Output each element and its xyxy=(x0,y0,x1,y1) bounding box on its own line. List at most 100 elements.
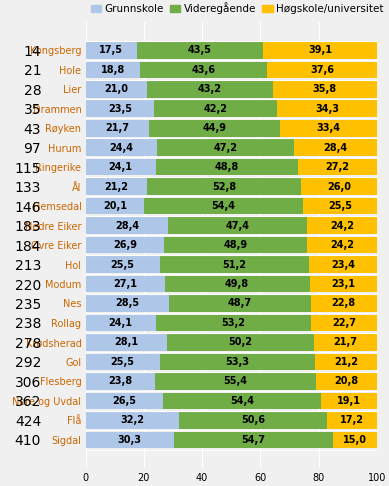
Bar xyxy=(277,101,377,117)
Bar xyxy=(86,412,179,429)
Text: 26,9: 26,9 xyxy=(113,240,137,250)
Bar xyxy=(86,276,165,292)
Text: 23,1: 23,1 xyxy=(331,279,356,289)
Text: 54,7: 54,7 xyxy=(242,435,266,445)
Bar xyxy=(298,159,377,175)
Bar xyxy=(310,276,377,292)
Text: 24,4: 24,4 xyxy=(109,143,133,153)
Text: 53,2: 53,2 xyxy=(221,318,245,328)
Bar xyxy=(86,237,164,253)
Text: 32,2: 32,2 xyxy=(121,416,144,425)
Text: 23,4: 23,4 xyxy=(331,260,355,270)
Bar xyxy=(307,217,377,234)
Bar xyxy=(86,256,160,273)
Text: 37,6: 37,6 xyxy=(310,65,334,75)
Text: 22,8: 22,8 xyxy=(332,298,356,309)
Bar xyxy=(86,120,149,137)
Bar xyxy=(86,178,147,195)
Text: 48,8: 48,8 xyxy=(215,162,239,172)
Bar xyxy=(310,295,377,312)
Text: 54,4: 54,4 xyxy=(212,201,235,211)
Bar xyxy=(168,334,314,351)
Bar xyxy=(86,159,156,175)
Bar xyxy=(333,432,377,448)
Bar xyxy=(307,237,377,253)
Bar xyxy=(273,81,377,98)
Bar xyxy=(156,159,298,175)
Text: 33,4: 33,4 xyxy=(316,123,340,133)
Bar xyxy=(155,373,316,390)
Bar xyxy=(303,198,377,214)
Text: 48,7: 48,7 xyxy=(228,298,252,309)
Bar xyxy=(86,432,174,448)
Text: 19,1: 19,1 xyxy=(337,396,361,406)
Text: 28,1: 28,1 xyxy=(114,337,138,347)
Bar xyxy=(315,354,377,370)
Text: 27,1: 27,1 xyxy=(113,279,137,289)
Bar xyxy=(163,393,321,409)
Bar xyxy=(311,314,377,331)
Bar xyxy=(316,373,377,390)
Bar xyxy=(156,314,311,331)
Text: 48,9: 48,9 xyxy=(223,240,247,250)
Bar xyxy=(263,42,377,59)
Text: 53,3: 53,3 xyxy=(226,357,250,367)
Text: 43,6: 43,6 xyxy=(192,65,216,75)
Bar xyxy=(86,139,157,156)
Bar xyxy=(157,139,294,156)
Bar xyxy=(86,314,156,331)
Text: 51,2: 51,2 xyxy=(223,260,247,270)
Bar xyxy=(179,412,327,429)
Text: 47,2: 47,2 xyxy=(214,143,237,153)
Bar xyxy=(309,256,377,273)
Text: 28,4: 28,4 xyxy=(115,221,139,230)
Text: 21,2: 21,2 xyxy=(105,182,128,191)
Text: 21,7: 21,7 xyxy=(105,123,129,133)
Text: 21,7: 21,7 xyxy=(333,337,357,347)
Text: 26,0: 26,0 xyxy=(327,182,351,191)
Bar xyxy=(165,276,310,292)
Bar xyxy=(86,373,155,390)
Text: 25,5: 25,5 xyxy=(328,201,352,211)
Text: 35,8: 35,8 xyxy=(313,84,337,94)
Text: 43,2: 43,2 xyxy=(198,84,222,94)
Text: 24,1: 24,1 xyxy=(109,162,133,172)
Bar xyxy=(169,295,310,312)
Bar xyxy=(86,393,163,409)
Text: 54,4: 54,4 xyxy=(230,396,254,406)
Bar xyxy=(144,198,303,214)
Bar xyxy=(86,101,154,117)
Text: 20,8: 20,8 xyxy=(335,376,359,386)
Bar xyxy=(160,354,315,370)
Text: 17,5: 17,5 xyxy=(99,45,123,55)
Bar xyxy=(137,42,263,59)
Text: 24,2: 24,2 xyxy=(330,240,354,250)
Text: 24,1: 24,1 xyxy=(109,318,133,328)
Text: 50,2: 50,2 xyxy=(229,337,252,347)
Text: 39,1: 39,1 xyxy=(308,45,332,55)
Text: 34,3: 34,3 xyxy=(315,104,339,114)
Bar xyxy=(86,81,147,98)
Text: 21,0: 21,0 xyxy=(104,84,128,94)
Bar xyxy=(164,237,307,253)
Bar xyxy=(147,178,301,195)
Text: 52,8: 52,8 xyxy=(212,182,237,191)
Bar xyxy=(314,334,377,351)
Text: 23,5: 23,5 xyxy=(108,104,132,114)
Text: 23,8: 23,8 xyxy=(108,376,132,386)
Bar xyxy=(168,217,307,234)
Text: 30,3: 30,3 xyxy=(118,435,142,445)
Text: 22,7: 22,7 xyxy=(332,318,356,328)
Bar xyxy=(147,81,273,98)
Legend: Grunnskole, Videregående, Høgskole/universitet: Grunnskole, Videregående, Høgskole/unive… xyxy=(91,2,383,14)
Text: 21,2: 21,2 xyxy=(334,357,358,367)
Bar xyxy=(86,198,144,214)
Text: 50,6: 50,6 xyxy=(241,416,265,425)
Bar xyxy=(86,354,160,370)
Text: 47,4: 47,4 xyxy=(226,221,249,230)
Bar xyxy=(327,412,377,429)
Bar xyxy=(268,62,377,78)
Bar xyxy=(160,256,309,273)
Text: 15,0: 15,0 xyxy=(343,435,367,445)
Bar xyxy=(301,178,377,195)
